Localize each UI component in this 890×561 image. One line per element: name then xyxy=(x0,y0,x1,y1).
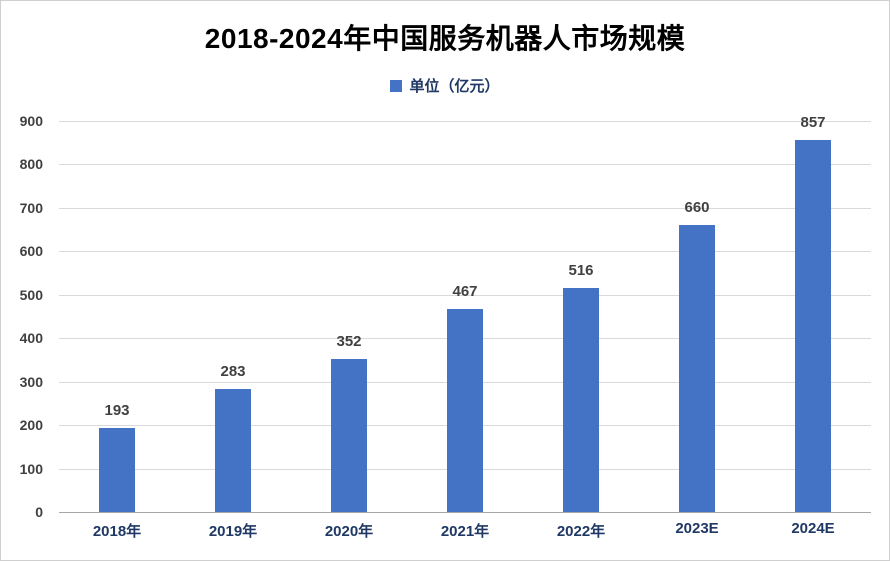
x-axis-tick-label: 2018年 xyxy=(92,523,142,540)
y-axis-tick-label: 600 xyxy=(19,243,43,260)
gridline xyxy=(59,207,871,209)
x-axis-tick-label: 2020年 xyxy=(324,523,374,540)
bar xyxy=(679,225,715,512)
gridline xyxy=(59,121,871,122)
x-axis-tick-label: 2022年 xyxy=(556,523,606,540)
legend-swatch-icon xyxy=(390,79,403,92)
legend-label: 单位（亿元） xyxy=(409,78,500,95)
legend: 单位（亿元） xyxy=(1,75,889,96)
y-axis-tick-label: 900 xyxy=(19,113,43,129)
bar xyxy=(447,309,483,512)
y-axis: 0 100 200 300 400 500 600 700 800 900 xyxy=(1,1,49,560)
bar-value-label: 857 xyxy=(800,113,826,131)
gridline xyxy=(59,251,871,253)
bar xyxy=(563,287,599,512)
y-axis-tick-label: 500 xyxy=(19,286,43,303)
x-axis-tick-label: 2024E xyxy=(791,520,835,537)
plot-area: 193 2018年 283 2019年 352 2020年 467 2021年 516 2022年… xyxy=(59,114,871,540)
bar xyxy=(99,428,135,512)
y-axis-tick-label: 200 xyxy=(19,417,43,434)
y-axis-tick-label: 400 xyxy=(19,330,43,347)
gridline xyxy=(59,164,871,166)
y-axis-tick-label: 0 xyxy=(35,504,43,520)
gridline xyxy=(59,294,871,296)
x-axis-tick-label: 2019年 xyxy=(208,523,258,540)
bar xyxy=(795,139,831,512)
y-axis-tick-label: 800 xyxy=(19,156,43,173)
chart-title: 2018-2024年中国服务机器人市场规模 xyxy=(204,23,686,54)
bar-value-label: 516 xyxy=(568,261,594,279)
bar xyxy=(215,389,251,512)
y-axis-tick-label: 700 xyxy=(19,199,43,216)
bar-value-label: 352 xyxy=(336,333,362,351)
y-axis-tick-label: 300 xyxy=(19,373,43,390)
bar-value-label: 660 xyxy=(684,199,710,217)
bar-value-label: 283 xyxy=(220,363,246,381)
bar-value-label: 467 xyxy=(452,283,478,301)
y-axis-tick-label: 100 xyxy=(19,460,43,477)
x-axis-tick-label: 2021年 xyxy=(440,523,490,540)
bar xyxy=(331,359,367,512)
x-axis-tick-label: 2023E xyxy=(675,520,719,537)
bar-value-label: 193 xyxy=(104,402,130,420)
